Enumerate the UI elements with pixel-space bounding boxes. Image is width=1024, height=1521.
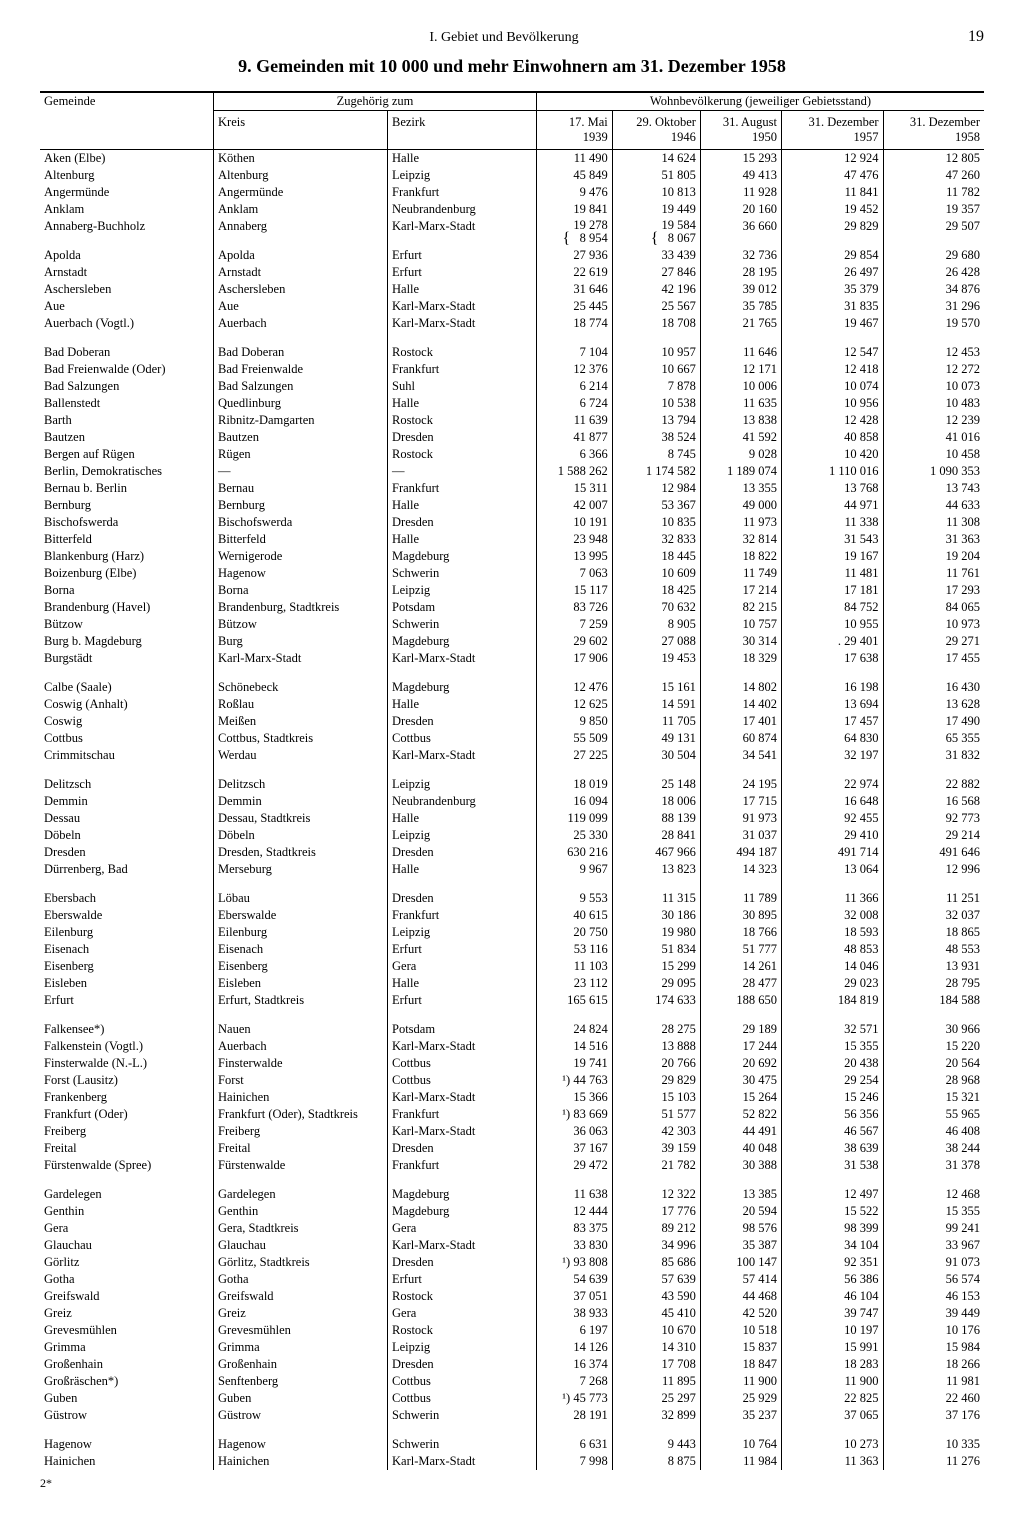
table-row: AscherslebenAscherslebenHalle31 64642 19… [40, 281, 984, 298]
table-row: Annaberg-BuchholzAnnabergKarl-Marx-Stadt… [40, 218, 984, 247]
table-row: DessauDessau, StadtkreisHalle119 09988 1… [40, 810, 984, 827]
table-row: EberswaldeEberswaldeFrankfurt40 61530 18… [40, 907, 984, 924]
table-row: BallenstedtQuedlinburgHalle6 72410 53811… [40, 395, 984, 412]
table-row: Berlin, Demokratisches——1 588 2621 174 5… [40, 463, 984, 480]
table-row: BützowBützowSchwerin7 2598 90510 75710 9… [40, 616, 984, 633]
table-row: Calbe (Saale)SchönebeckMagdeburg12 47615… [40, 679, 984, 696]
table-row: HainichenHainichenKarl-Marx-Stadt7 9988 … [40, 1453, 984, 1470]
table-row: Frankfurt (Oder)Frankfurt (Oder), Stadtk… [40, 1106, 984, 1123]
table-row: GrevesmühlenGrevesmühlenRostock6 19710 6… [40, 1322, 984, 1339]
group-zugehoerig: Zugehörig zum [214, 92, 537, 111]
table-row: BornaBornaLeipzig15 11718 42517 21417 18… [40, 582, 984, 599]
table-row: GüstrowGüstrowSchwerin28 19132 89935 237… [40, 1407, 984, 1424]
col-d1: 17. Mai1939 [537, 111, 613, 150]
table-row: EilenburgEilenburgLeipzig20 75019 98018 … [40, 924, 984, 941]
table-row: EisenachEisenachErfurt53 11651 83451 777… [40, 941, 984, 958]
table-row: DemminDemminNeubrandenburg16 09418 00617… [40, 793, 984, 810]
table-row: GrimmaGrimmaLeipzig14 12614 31015 83715 … [40, 1339, 984, 1356]
table-row: Burg b. MagdeburgBurgMagdeburg29 60227 0… [40, 633, 984, 650]
group-wohnbev: Wohnbevölkerung (jeweiliger Gebietsstand… [537, 92, 985, 111]
table-row: ApoldaApoldaErfurt27 93633 43932 73629 8… [40, 247, 984, 264]
table-row: FreibergFreibergKarl-Marx-Stadt36 06342 … [40, 1123, 984, 1140]
table-row: Fürstenwalde (Spree)FürstenwaldeFrankfur… [40, 1157, 984, 1174]
population-table: Gemeinde Zugehörig zum Wohnbevölkerung (… [40, 91, 984, 1470]
table-row: CrimmitschauWerdauKarl-Marx-Stadt27 2253… [40, 747, 984, 764]
col-gemeinde: Gemeinde [40, 92, 214, 150]
table-row: GlauchauGlauchauKarl-Marx-Stadt33 83034 … [40, 1237, 984, 1254]
table-row: ArnstadtArnstadtErfurt22 61927 84628 195… [40, 264, 984, 281]
table-row: GörlitzGörlitz, StadtkreisDresden¹) 93 8… [40, 1254, 984, 1271]
table-row: HagenowHagenowSchwerin6 6319 44310 76410… [40, 1436, 984, 1453]
table-row: ErfurtErfurt, StadtkreisErfurt165 615174… [40, 992, 984, 1009]
page-number: 19 [968, 28, 984, 46]
table-row: GenthinGenthinMagdeburg12 44417 77620 59… [40, 1203, 984, 1220]
table-row: AnklamAnklamNeubrandenburg19 84119 44920… [40, 201, 984, 218]
col-kreis: Kreis [214, 111, 388, 150]
table-row: Coswig (Anhalt)RoßlauHalle12 62514 59114… [40, 696, 984, 713]
table-row: Dürrenberg, BadMerseburgHalle9 96713 823… [40, 861, 984, 878]
col-d2: 29. Oktober1946 [612, 111, 700, 150]
table-row: Blankenburg (Harz)WernigerodeMagdeburg13… [40, 548, 984, 565]
table-row: GreifswaldGreifswaldRostock37 05143 5904… [40, 1288, 984, 1305]
table-row: EbersbachLöbauDresden9 55311 31511 78911… [40, 890, 984, 907]
table-row: Aken (Elbe)KöthenHalle11 49014 62415 293… [40, 150, 984, 168]
col-d5: 31. Dezember1958 [883, 111, 984, 150]
table-row: Boizenburg (Elbe)HagenowSchwerin7 06310 … [40, 565, 984, 582]
table-row: CottbusCottbus, StadtkreisCottbus55 5094… [40, 730, 984, 747]
table-row: AngermündeAngermündeFrankfurt9 47610 813… [40, 184, 984, 201]
table-row: DelitzschDelitzschLeipzig18 01925 14824 … [40, 776, 984, 793]
table-row: BarthRibnitz-DamgartenRostock11 63913 79… [40, 412, 984, 429]
table-row: Bad SalzungenBad SalzungenSuhl6 2147 878… [40, 378, 984, 395]
table-row: Großräschen*)SenftenbergCottbus7 26811 8… [40, 1373, 984, 1390]
table-row: CoswigMeißenDresden9 85011 70517 40117 4… [40, 713, 984, 730]
table-row: GubenGubenCottbus¹) 45 77325 29725 92922… [40, 1390, 984, 1407]
page-title: 9. Gemeinden mit 10 000 und mehr Einwohn… [40, 56, 984, 77]
table-row: BitterfeldBitterfeldHalle23 94832 83332 … [40, 531, 984, 548]
table-row: Falkenstein (Vogtl.)AuerbachKarl-Marx-St… [40, 1038, 984, 1055]
table-row: DresdenDresden, StadtkreisDresden630 216… [40, 844, 984, 861]
table-row: DöbelnDöbelnLeipzig25 33028 84131 03729 … [40, 827, 984, 844]
table-row: Falkensee*)NauenPotsdam24 82428 27529 18… [40, 1021, 984, 1038]
table-row: Bernau b. BerlinBernauFrankfurt15 31112 … [40, 480, 984, 497]
col-bezirk: Bezirk [388, 111, 537, 150]
col-d3: 31. August1950 [700, 111, 781, 150]
table-row: FrankenbergHainichenKarl-Marx-Stadt15 36… [40, 1089, 984, 1106]
table-row: BischofswerdaBischofswerdaDresden10 1911… [40, 514, 984, 531]
table-row: Forst (Lausitz)ForstCottbus¹) 44 76329 8… [40, 1072, 984, 1089]
table-row: Bergen auf RügenRügenRostock6 3668 7459 … [40, 446, 984, 463]
table-row: Auerbach (Vogtl.)AuerbachKarl-Marx-Stadt… [40, 315, 984, 332]
table-row: FreitalFreitalDresden37 16739 15940 0483… [40, 1140, 984, 1157]
table-row: GardelegenGardelegenMagdeburg11 63812 32… [40, 1186, 984, 1203]
footer-mark: 2* [40, 1476, 984, 1491]
table-row: AueAueKarl-Marx-Stadt25 44525 56735 7853… [40, 298, 984, 315]
table-row: Bad Freienwalde (Oder)Bad FreienwaldeFra… [40, 361, 984, 378]
table-row: GeraGera, StadtkreisGera83 37589 21298 5… [40, 1220, 984, 1237]
table-row: Finsterwalde (N.-L.)FinsterwaldeCottbus1… [40, 1055, 984, 1072]
table-row: BernburgBernburgHalle42 00753 36749 0004… [40, 497, 984, 514]
table-row: AltenburgAltenburgLeipzig45 84951 80549 … [40, 167, 984, 184]
table-row: BurgstädtKarl-Marx-StadtKarl-Marx-Stadt1… [40, 650, 984, 667]
table-row: GreizGreizGera38 93345 41042 52039 74739… [40, 1305, 984, 1322]
table-row: Brandenburg (Havel)Brandenburg, Stadtkre… [40, 599, 984, 616]
table-row: Bad DoberanBad DoberanRostock7 10410 957… [40, 344, 984, 361]
section-header: I. Gebiet und Bevölkerung [429, 30, 578, 45]
table-row: BautzenBautzenDresden41 87738 52441 5924… [40, 429, 984, 446]
table-row: GroßenhainGroßenhainDresden16 37417 7081… [40, 1356, 984, 1373]
col-d4: 31. Dezember1957 [782, 111, 884, 150]
table-body: Aken (Elbe)KöthenHalle11 49014 62415 293… [40, 150, 984, 1471]
table-row: EisenbergEisenbergGera11 10315 29914 261… [40, 958, 984, 975]
table-row: EislebenEislebenHalle23 11229 09528 4772… [40, 975, 984, 992]
table-row: GothaGothaErfurt54 63957 63957 41456 386… [40, 1271, 984, 1288]
